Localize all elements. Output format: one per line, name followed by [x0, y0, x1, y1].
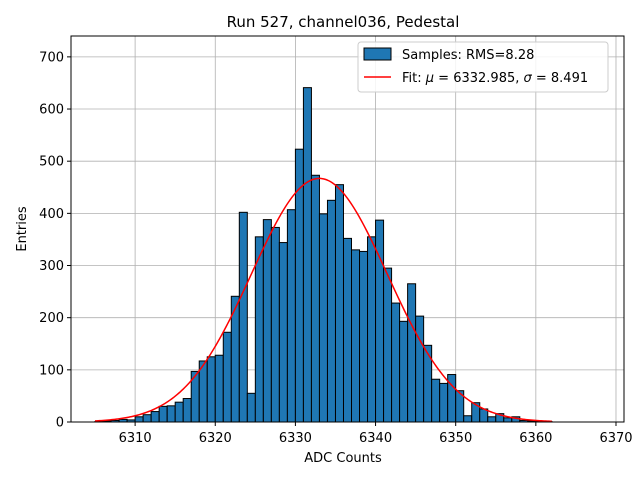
x-tick-label: 6320: [199, 431, 232, 446]
x-tick-label: 6340: [359, 431, 392, 446]
histogram-bar: [134, 416, 144, 423]
histogram-bar: [174, 401, 184, 423]
histogram-bar: [222, 331, 232, 423]
histogram-bar: [399, 320, 409, 423]
histogram-bar: [334, 184, 344, 423]
y-tick-label: 600: [39, 103, 64, 118]
y-tick-label: 200: [39, 311, 64, 326]
x-tick-label: 6330: [279, 431, 312, 446]
y-tick-label: 100: [39, 363, 64, 378]
histogram-bar: [214, 354, 224, 423]
legend-box: [357, 41, 609, 93]
x-axis-ticks: 6310 6320 6330 6340 6350 6360 6370: [119, 422, 633, 446]
legend: Samples: RMS=8.28 Fit: μ = 6332.985, σ =…: [357, 41, 609, 93]
histogram-bar: [318, 213, 328, 423]
histogram-bar: [206, 356, 216, 423]
histogram-bar: [326, 199, 336, 423]
histogram-bar: [238, 211, 248, 423]
histogram-bar: [415, 315, 425, 423]
histogram-bar: [262, 219, 272, 423]
legend-samples-swatch: [363, 47, 392, 61]
y-axis-ticks: 0 100 200 300 400 500 600 700: [39, 50, 71, 431]
y-tick-label: 700: [39, 50, 64, 65]
fit-curve: [95, 177, 552, 423]
histogram-bar: [342, 237, 353, 423]
histogram-bar: [158, 405, 168, 423]
histogram-bar: [407, 283, 417, 423]
y-tick-label: 0: [56, 416, 64, 431]
histogram-bar: [302, 87, 312, 423]
histogram-bar: [367, 236, 377, 423]
histogram-bar: [391, 302, 401, 423]
chart-title: Run 527, channel036, Pedestal: [227, 13, 460, 31]
histogram-bar: [351, 249, 361, 423]
x-axis-label: ADC Counts: [304, 451, 382, 466]
histogram-bar: [278, 242, 288, 423]
histogram-bar: [270, 226, 280, 423]
histogram-bar: [383, 267, 393, 423]
x-tick-label: 6310: [119, 431, 152, 446]
y-tick-label: 300: [39, 259, 64, 274]
x-tick-label: 6350: [439, 431, 472, 446]
histogram-bar: [359, 250, 369, 423]
histogram-bar: [503, 417, 513, 423]
histogram-bar: [431, 378, 441, 423]
histogram-bar: [150, 411, 160, 423]
histogram-bar: [286, 209, 296, 423]
histogram-bar: [463, 415, 473, 423]
histogram-bar: [182, 398, 192, 423]
histogram-bar: [479, 408, 489, 423]
histogram-bar: [142, 414, 152, 423]
legend-samples-label: Samples: RMS=8.28: [402, 48, 534, 63]
x-tick-label: 6370: [599, 431, 632, 446]
histogram-bars: [94, 87, 553, 423]
histogram-bar: [246, 392, 256, 423]
histogram-bar: [166, 405, 176, 423]
y-tick-label: 500: [39, 155, 64, 170]
grid: [71, 36, 624, 423]
y-axis-label: Entries: [15, 206, 30, 252]
histogram-bar: [487, 416, 497, 423]
plot-frame: [70, 35, 625, 423]
histogram-bar: [439, 382, 449, 423]
histogram-bar: [310, 174, 320, 423]
y-tick-label: 400: [39, 207, 64, 222]
x-tick-label: 6360: [519, 431, 552, 446]
legend-fit-label: Fit: μ = 6332.985, σ = 8.491: [402, 71, 588, 86]
histogram-bar: [294, 148, 304, 423]
